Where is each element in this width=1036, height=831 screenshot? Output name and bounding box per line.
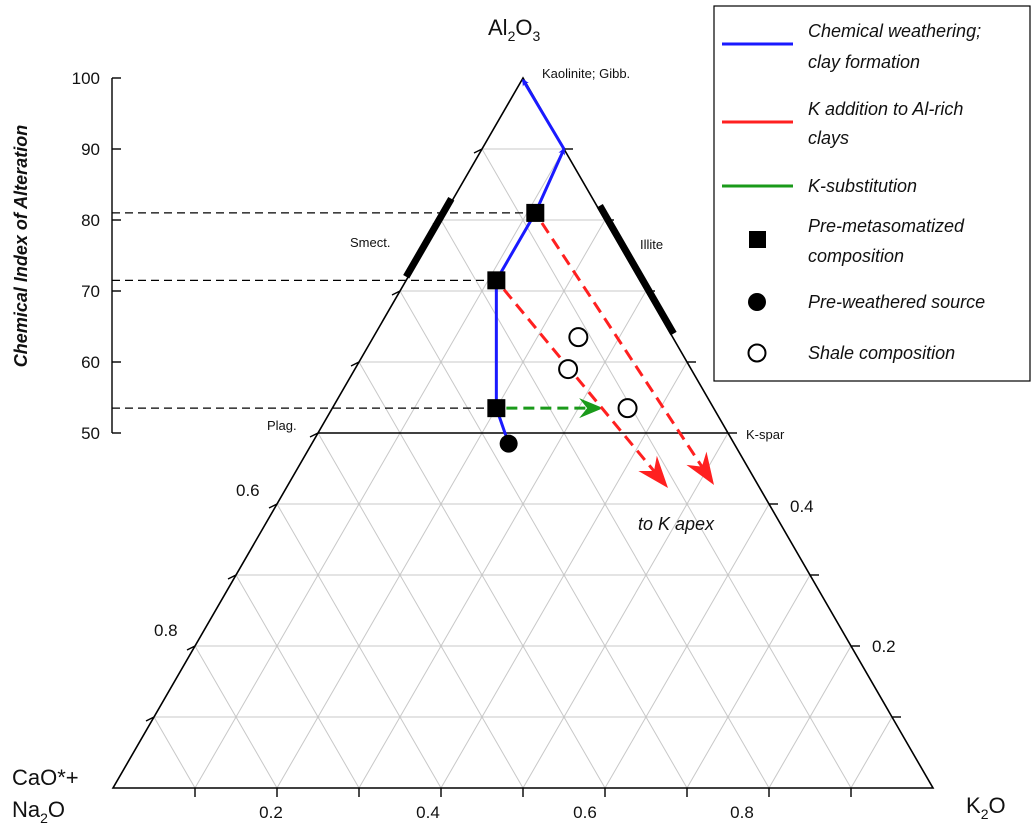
legend-item-k-substitution: K-substitution [722, 176, 917, 196]
legend-label-shale: Shale composition [808, 343, 955, 363]
legend: Chemical weathering; clay formation K ad… [713, 5, 1031, 382]
grid-line [522, 432, 729, 789]
shale-point [568, 327, 589, 348]
apex-label-k2o: K2O [966, 793, 1006, 822]
mineral-label-smectite: Smect. [350, 235, 390, 250]
cia-reference-lines [112, 212, 528, 409]
legend-label-chemical-weathering-1: Chemical weathering; [808, 21, 981, 41]
k-addition-path [540, 222, 705, 470]
grid-line [604, 503, 770, 789]
chemical-weathering-path [494, 147, 566, 445]
cia-axis: 100 90 80 70 60 50 [72, 69, 121, 443]
k-addition-path [502, 288, 657, 474]
pre-weathered-source-point [499, 434, 518, 453]
mineral-label-kaolinite: Kaolinite; Gibb. [542, 66, 630, 81]
cia-axis-tick-label: 90 [81, 140, 100, 159]
legend-label-chemical-weathering-2: clay formation [808, 52, 920, 72]
illite-field-bar [596, 204, 677, 336]
grid-line [358, 290, 647, 789]
grid-line [317, 432, 524, 789]
bottom-tick-0.6: 0.6 [573, 803, 597, 822]
left-edge-tick [391, 290, 401, 296]
process-paths [494, 78, 714, 488]
data-points [487, 203, 638, 453]
legend-item-pre-weathered: Pre-weathered source [748, 292, 985, 312]
grid-line [153, 716, 196, 789]
to-k-apex-annotation: to K apex [638, 514, 715, 534]
bottom-tick-0.4: 0.4 [416, 803, 440, 822]
shale-point [558, 359, 579, 380]
apex-label-cao-na2o-line1: CaO*+ [12, 765, 79, 790]
k-substitution-arrowhead [579, 398, 604, 419]
cia-axis-tick-label: 50 [81, 424, 100, 443]
legend-item-k-addition: K addition to Al-rich clays [722, 99, 963, 148]
legend-label-k-substitution: K-substitution [808, 176, 917, 196]
grid-line [276, 503, 442, 789]
mineral-label-illite: Illite [640, 237, 663, 252]
right-edge-tick-0.4: 0.4 [790, 497, 814, 516]
legend-label-pre-metasomatized-2: composition [808, 246, 904, 266]
left-edge-tick-0.8: 0.8 [154, 621, 178, 640]
k-addition-arrowhead [638, 455, 668, 488]
legend-label-k-addition-1: K addition to Al-rich [808, 99, 963, 119]
left-edge-tick [350, 361, 360, 367]
legend-swatch-open-circle [747, 343, 767, 363]
mineral-label-plagioclase: Plag. [267, 418, 297, 433]
legend-item-pre-metasomatized: Pre-metasomatized composition [749, 216, 965, 266]
legend-item-chemical-weathering: Chemical weathering; clay formation [722, 21, 981, 72]
cia-axis-tick-label: 60 [81, 353, 100, 372]
left-edge-tick [309, 432, 319, 438]
grid-line [399, 290, 688, 789]
pre-metasomatized-point [487, 399, 506, 418]
legend-swatch-filled-circle [748, 293, 766, 311]
smectite-field-bar [403, 196, 455, 279]
chemical-weathering-path-final [521, 78, 566, 150]
cia-axis-tick-label: 70 [81, 282, 100, 301]
legend-swatch-square [749, 231, 766, 248]
grid-line [235, 574, 360, 789]
grid-line [194, 645, 278, 789]
legend-label-pre-metasomatized-1: Pre-metasomatized [808, 216, 965, 236]
legend-label-pre-weathered: Pre-weathered source [808, 292, 985, 312]
left-edge-tick [473, 148, 483, 154]
cia-axis-ticks: 100 90 80 70 60 50 [72, 69, 121, 443]
k-addition-arrowhead [686, 451, 714, 485]
cia-axis-label: Chemical Index of Alteration [11, 125, 31, 367]
left-edge-tick [268, 503, 278, 509]
right-edge-tick-0.2: 0.2 [872, 637, 896, 656]
cia-axis-tick-label: 80 [81, 211, 100, 230]
grid-line [481, 148, 852, 789]
apex-label-cao-na2o-line2: Na2O [12, 797, 65, 826]
legend-label-k-addition-2: clays [808, 128, 849, 148]
legend-item-shale: Shale composition [747, 343, 955, 363]
grid-line [194, 148, 565, 789]
pre-metasomatized-point [526, 203, 545, 222]
left-edge-tick [186, 645, 196, 651]
bottom-tick-0.8: 0.8 [730, 803, 754, 822]
shale-point [617, 398, 638, 419]
left-edge-tick-0.6: 0.6 [236, 481, 260, 500]
grid-line [686, 574, 811, 789]
grid-line [850, 716, 893, 789]
pre-metasomatized-point [487, 271, 506, 290]
mineral-label-kspar: K-spar [746, 427, 785, 442]
cia-axis-tick-label: 100 [72, 69, 100, 88]
legend-box [713, 5, 1031, 382]
grid-line [768, 645, 852, 789]
apex-label-al2o3: Al2O3 [488, 15, 540, 44]
bottom-tick-0.2: 0.2 [259, 803, 283, 822]
left-edge-tick [145, 716, 155, 722]
left-edge-tick [227, 574, 237, 580]
